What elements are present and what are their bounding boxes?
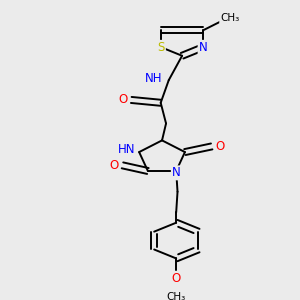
Text: CH₃: CH₃ (167, 292, 186, 300)
Text: NH: NH (145, 72, 163, 85)
Text: O: O (118, 94, 128, 106)
Text: N: N (199, 41, 207, 54)
Text: S: S (158, 41, 165, 54)
Text: O: O (110, 159, 119, 172)
Text: O: O (215, 140, 224, 153)
Text: O: O (172, 272, 181, 285)
Text: HN: HN (118, 143, 136, 156)
Text: CH₃: CH₃ (220, 13, 239, 23)
Text: N: N (172, 167, 181, 179)
